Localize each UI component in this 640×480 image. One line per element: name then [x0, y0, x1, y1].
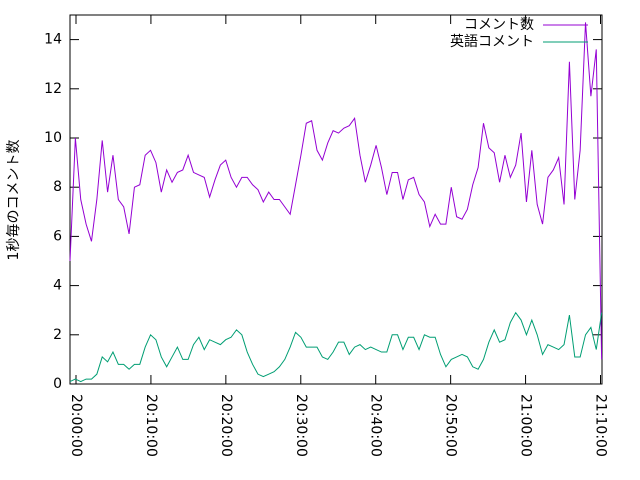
- x-tick-label: 20:10:00: [143, 394, 159, 457]
- y-tick-label: 6: [53, 228, 62, 244]
- legend-label: コメント数: [464, 17, 534, 33]
- x-tick-label: 20:20:00: [218, 394, 234, 457]
- y-tick-label: 8: [53, 179, 62, 195]
- y-tick-label: 0: [53, 376, 62, 392]
- x-tick-label: 20:30:00: [293, 394, 309, 457]
- y-tick-label: 14: [44, 32, 62, 48]
- y-tick-label: 12: [44, 81, 62, 97]
- x-tick-label: 21:10:00: [593, 394, 609, 457]
- plot-frame: [69, 14, 603, 385]
- x-tick-label: 20:00:00: [68, 394, 84, 457]
- y-tick-label: 2: [53, 327, 62, 343]
- y-axis-label: 1秒毎のコメント数: [6, 140, 22, 261]
- legend-label: 英語コメント: [450, 33, 534, 50]
- x-tick-label: 21:00:00: [518, 394, 534, 457]
- series-line: [69, 311, 603, 383]
- x-tick-label: 20:40:00: [368, 394, 384, 457]
- y-tick-label: 4: [53, 278, 62, 294]
- y-tick-label: 10: [44, 130, 62, 146]
- x-tick-label: 20:50:00: [443, 394, 459, 457]
- series-line: [69, 22, 603, 360]
